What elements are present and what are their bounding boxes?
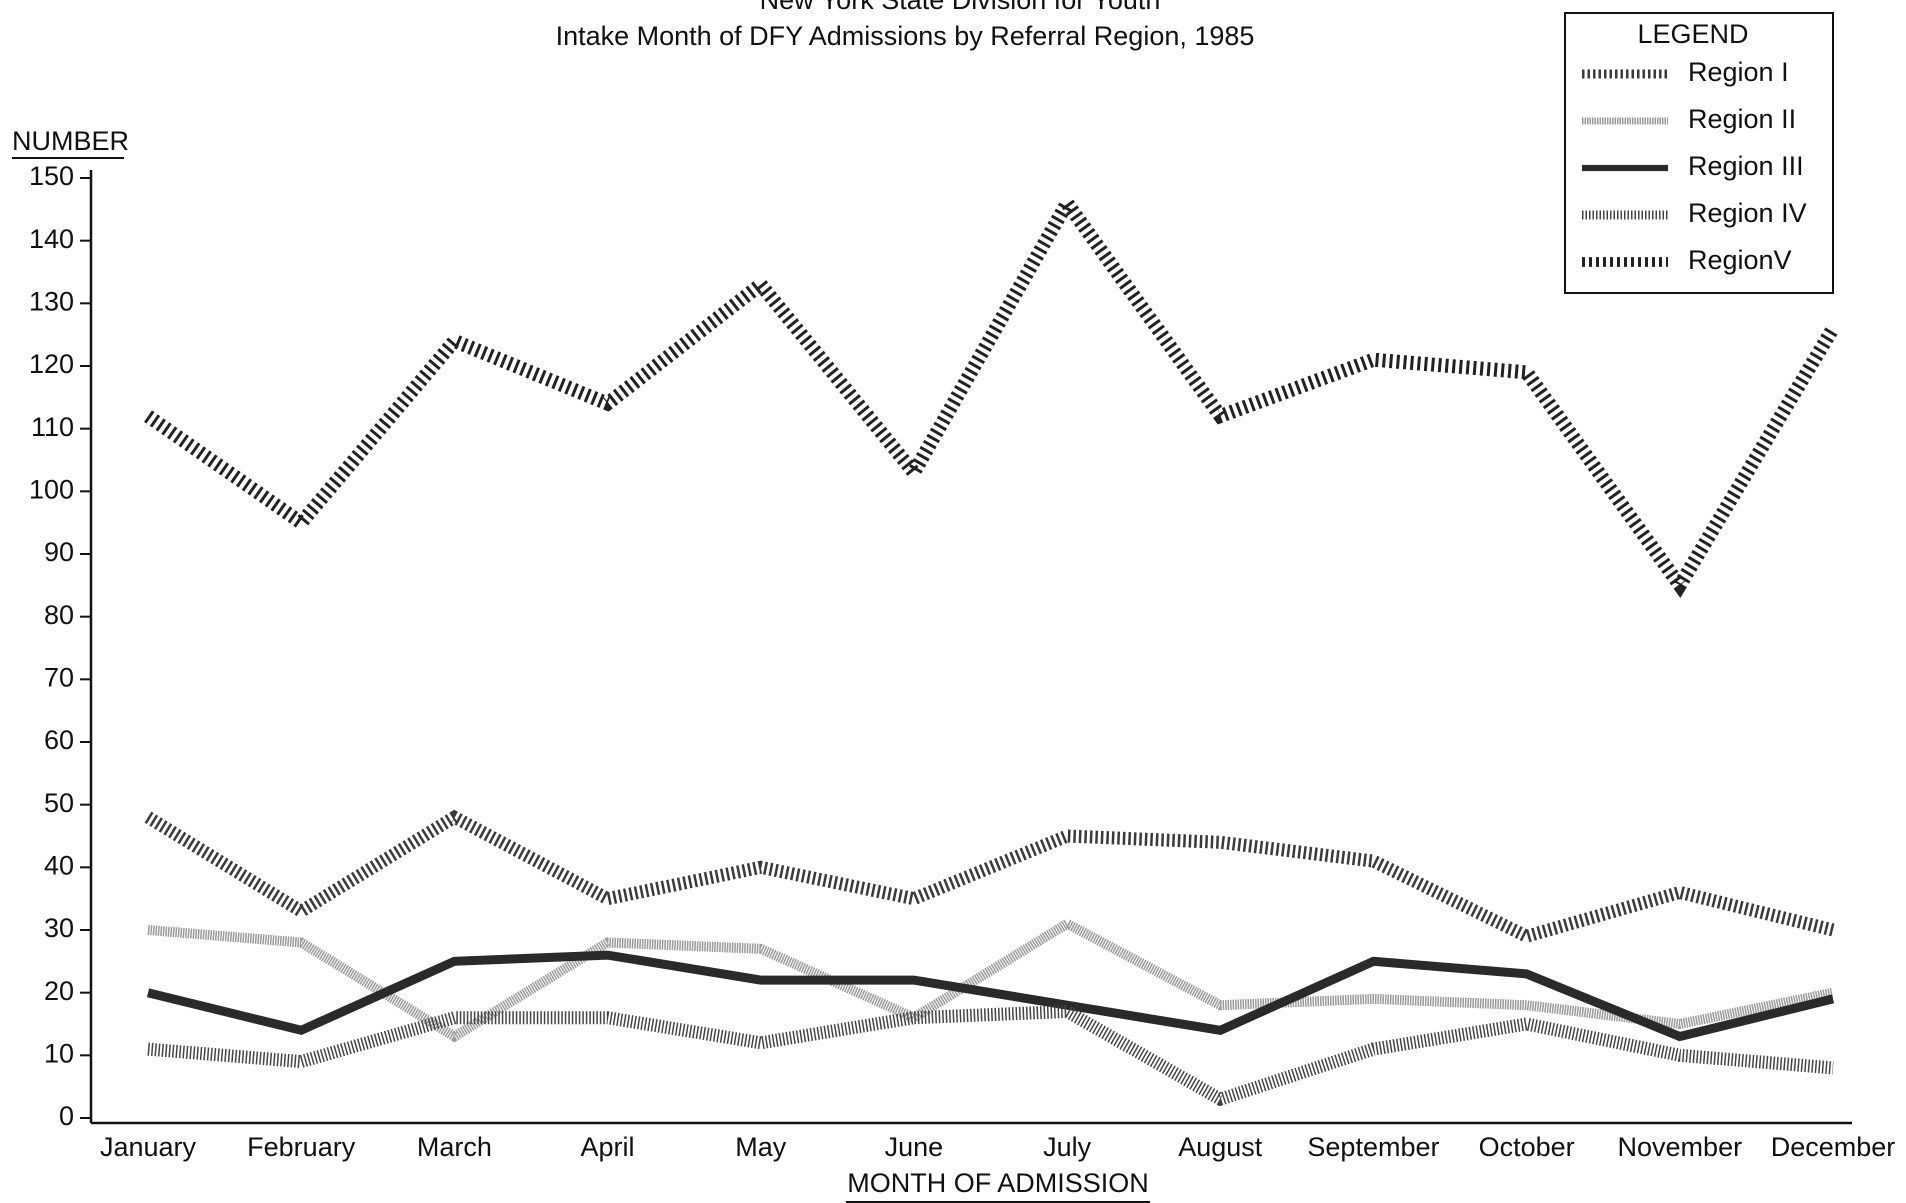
y-tick-label: 30: [44, 913, 74, 943]
x-axis-label: MONTH OF ADMISSION: [847, 1168, 1149, 1198]
y-tick-label: 100: [29, 474, 74, 504]
legend-box: [1564, 12, 1834, 294]
y-tick-label: 80: [44, 600, 74, 630]
x-tick-label: November: [1618, 1132, 1743, 1162]
x-tick-label: July: [1043, 1132, 1092, 1162]
y-tick-label: 40: [44, 850, 74, 880]
y-tick-label: 0: [59, 1101, 74, 1131]
legend-label: Region III: [1688, 151, 1804, 181]
y-tick-label: 150: [29, 161, 74, 191]
y-tick-label: 90: [44, 537, 74, 567]
y-tick-label: 10: [44, 1038, 74, 1068]
legend-label: RegionV: [1688, 245, 1792, 275]
series-line: [147, 1004, 1834, 1107]
x-tick-label: April: [581, 1132, 635, 1162]
chart-title: New York State Division for Youth: [760, 0, 1161, 15]
x-tick-label: August: [1178, 1132, 1263, 1162]
x-tick-label: January: [100, 1132, 197, 1162]
y-tick-label: 140: [29, 224, 74, 254]
x-tick-label: October: [1479, 1132, 1575, 1162]
x-tick-label: December: [1771, 1132, 1896, 1162]
y-axis-label: NUMBER: [12, 126, 129, 156]
y-tick-label: 20: [44, 976, 74, 1006]
y-tick-label: 60: [44, 725, 74, 755]
legend-label: Region I: [1688, 57, 1789, 87]
y-tick-label: 50: [44, 788, 74, 818]
legend-label: Region II: [1688, 104, 1796, 134]
series-line: [144, 809, 1835, 944]
x-tick-label: March: [417, 1132, 492, 1162]
series-line: [147, 917, 1835, 1043]
legend-title: LEGEND: [1637, 19, 1748, 49]
x-tick-label: September: [1307, 1132, 1439, 1162]
x-tick-label: June: [885, 1132, 944, 1162]
x-tick-label: May: [735, 1132, 787, 1162]
y-tick-label: 130: [29, 286, 74, 316]
legend-label: Region IV: [1688, 198, 1807, 228]
y-tick-label: 110: [31, 412, 74, 442]
x-tick-label: February: [247, 1132, 356, 1162]
series-line: [146, 950, 1835, 1042]
y-tick-label: 120: [29, 349, 74, 379]
chart-subtitle: Intake Month of DFY Admissions by Referr…: [556, 21, 1255, 51]
y-tick-label: 70: [44, 662, 74, 692]
